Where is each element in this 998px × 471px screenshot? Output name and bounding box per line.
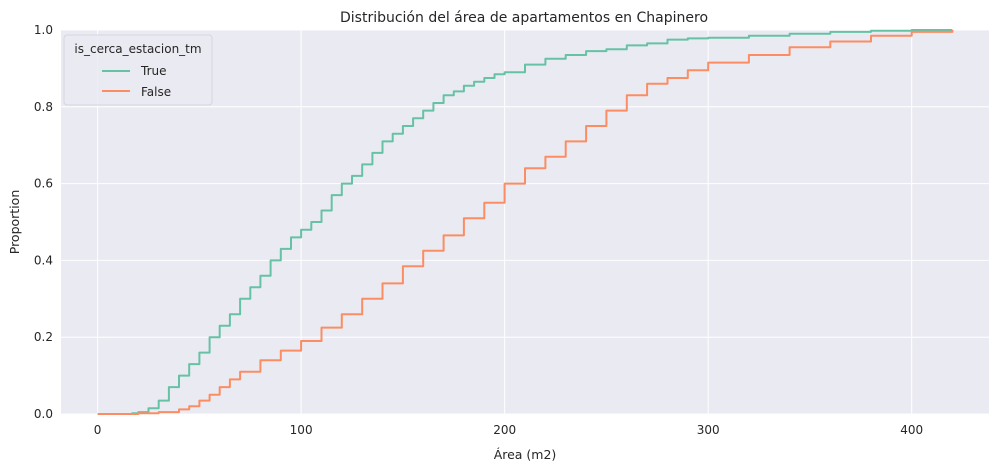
y-tick-label: 0.2 [34, 330, 53, 344]
x-tick-label: 100 [290, 423, 313, 437]
y-axis-label: Proportion [7, 190, 22, 255]
y-tick-label: 0.0 [34, 407, 53, 421]
y-tick-label: 0.6 [34, 177, 53, 191]
y-tick-label: 0.8 [34, 100, 53, 114]
legend-label-false: False [141, 85, 171, 99]
x-tick-label: 300 [697, 423, 720, 437]
y-tick-label: 1.0 [34, 23, 53, 37]
x-axis-label: Área (m2) [494, 447, 557, 462]
x-tick-label: 0 [94, 423, 102, 437]
legend-label-true: True [140, 64, 167, 78]
series-lines [97, 29, 954, 415]
x-tick-labels: 0 100 200 300 400 [94, 423, 923, 437]
legend-box [63, 34, 213, 106]
chart-title: Distribución del área de apartamentos en… [340, 10, 708, 26]
y-tick-labels: 0.0 0.2 0.4 0.6 0.8 1.0 [34, 23, 53, 421]
legend-title: is_cerca_estacion_tm [74, 42, 201, 56]
x-tick-label: 400 [900, 423, 923, 437]
series-line-true [118, 29, 953, 415]
y-tick-label: 0.4 [34, 253, 53, 267]
legend: is_cerca_estacion_tm True False [63, 34, 213, 106]
plot-area [61, 30, 989, 414]
grid-lines [61, 29, 989, 415]
series-line-false [97, 30, 954, 415]
x-tick-label: 200 [493, 423, 516, 437]
